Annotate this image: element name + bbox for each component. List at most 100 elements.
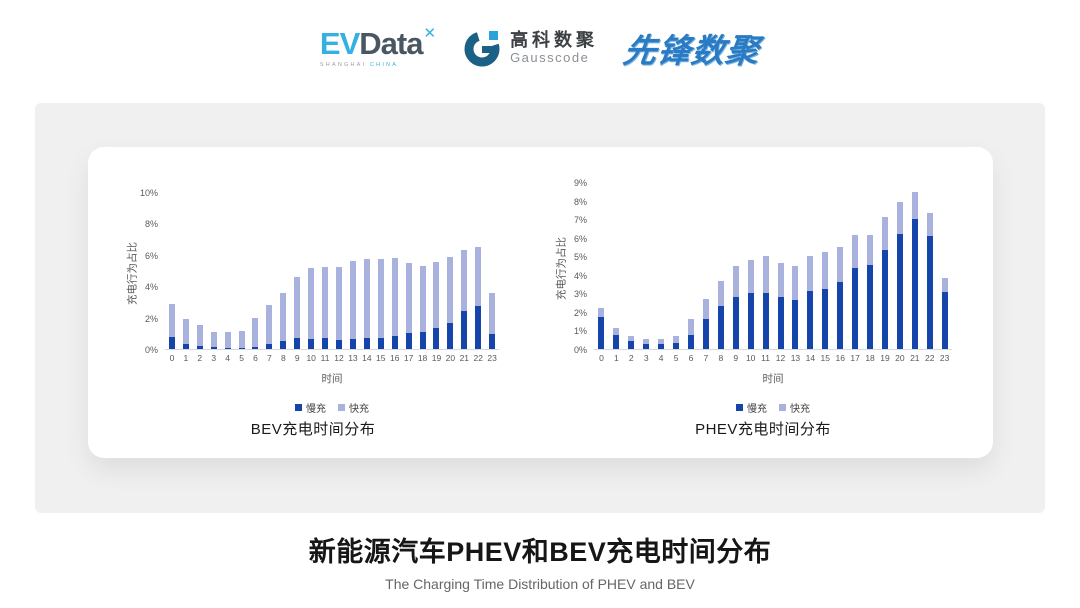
bar-segment-快充 <box>266 305 273 344</box>
stacked-bar <box>717 281 724 349</box>
stacked-bar <box>419 265 426 349</box>
bar-column: 9 <box>728 183 743 363</box>
stacked-bar <box>852 234 859 349</box>
x-tick-label: 0 <box>169 353 175 363</box>
bar-segment-慢充 <box>168 337 175 349</box>
stacked-bar <box>168 304 175 349</box>
bar-segment-慢充 <box>822 288 829 349</box>
x-tick-label: 1 <box>183 353 189 363</box>
stacked-bar <box>252 318 259 349</box>
x-tick-label: 8 <box>718 353 724 363</box>
x-tick-label: 9 <box>733 353 739 363</box>
bar-column: 0 <box>165 193 179 363</box>
bar-segment-快充 <box>896 201 903 234</box>
stacked-bar <box>336 267 343 349</box>
bar-column: 6 <box>684 183 699 363</box>
bar-column: 10 <box>304 193 318 363</box>
stacked-bar <box>182 319 189 349</box>
x-tick-label: 8 <box>280 353 286 363</box>
bar-column: 12 <box>773 183 788 363</box>
bar-segment-快充 <box>336 267 343 340</box>
bar-segment-快充 <box>419 265 426 332</box>
x-tick-label: 2 <box>197 353 203 363</box>
stacked-bar <box>807 256 814 349</box>
x-tick-label: 16 <box>835 353 845 363</box>
bar-segment-慢充 <box>881 249 888 349</box>
legend-swatch-icon <box>736 404 743 411</box>
phev-x-axis-label: 时间 <box>762 373 784 385</box>
bar-segment-快充 <box>941 277 948 293</box>
bar-column: 20 <box>443 193 457 363</box>
bar-column: 4 <box>221 193 235 363</box>
bar-segment-快充 <box>792 265 799 300</box>
x-tick-label: 0 <box>599 353 604 363</box>
stacked-bar <box>210 331 217 349</box>
stacked-bar <box>911 192 918 349</box>
stacked-bar <box>628 336 635 349</box>
bar-segment-快充 <box>252 318 259 347</box>
bar-segment-慢充 <box>628 340 635 349</box>
evdata-logo-data: Data <box>359 25 423 61</box>
x-tick-label: 17 <box>850 353 860 363</box>
bar-column: 22 <box>471 193 485 363</box>
x-tick-label: 5 <box>673 353 679 363</box>
x-tick-label: 7 <box>267 353 272 363</box>
bar-segment-慢充 <box>391 335 398 349</box>
legend-item: 慢充 <box>736 400 767 415</box>
bar-segment-慢充 <box>837 282 844 349</box>
stacked-bar <box>732 265 739 349</box>
stacked-bar <box>349 261 356 349</box>
gausscode-g-icon <box>464 31 500 67</box>
bar-segment-快充 <box>777 262 784 298</box>
bar-segment-慢充 <box>732 297 739 349</box>
legend-label: 慢充 <box>747 404 767 415</box>
bev-chart: 充电行为占比 0% 2% 4% 6% 8% 10% 0 1 2 3 4 5 6 7 8 9 10 11 12 13 1… <box>88 147 538 458</box>
stacked-bar <box>822 251 829 349</box>
x-tick-label: 21 <box>459 353 470 363</box>
bev-chart-title: BEV充电时间分布 <box>250 421 376 438</box>
phev-chart: 充电行为占比 0% 1% 2% 3% 4% 5% 6% 7% 8% 9% 0 1 2 3 4 5 6 7 8 9 10… <box>538 147 993 458</box>
y-tick-label: 3% <box>573 289 587 300</box>
bar-column: 21 <box>907 183 922 363</box>
bar-segment-慢充 <box>405 333 412 349</box>
legend-item: 快充 <box>779 400 810 415</box>
stacked-bar <box>294 276 301 349</box>
stacked-bar <box>687 319 694 349</box>
bar-segment-快充 <box>837 246 844 283</box>
bar-segment-慢充 <box>308 338 315 349</box>
x-tick-label: 13 <box>348 353 358 363</box>
bar-column: 13 <box>346 193 360 363</box>
bar-segment-慢充 <box>252 346 259 349</box>
stacked-bar <box>280 293 287 349</box>
stacked-bar <box>322 267 329 349</box>
x-tick-label: 4 <box>658 353 664 363</box>
bar-segment-快充 <box>168 304 175 338</box>
bar-segment-快充 <box>433 261 440 328</box>
stacked-bar <box>777 262 784 349</box>
x-tick-label: 14 <box>362 353 372 363</box>
bar-segment-慢充 <box>266 343 273 349</box>
x-tick-label: 15 <box>376 353 386 363</box>
bar-segment-慢充 <box>702 319 709 349</box>
bar-column: 19 <box>430 193 444 363</box>
bar-segment-快充 <box>391 257 398 336</box>
stacked-bar <box>837 246 844 349</box>
bar-column: 2 <box>193 193 207 363</box>
stacked-bar <box>702 298 709 349</box>
y-tick-label: 2% <box>144 313 158 324</box>
bar-segment-快充 <box>747 259 754 294</box>
bar-column: 3 <box>639 183 654 363</box>
legend-item: 慢充 <box>295 400 326 415</box>
bar-column: 9 <box>290 193 304 363</box>
stacked-bar <box>598 308 605 349</box>
x-tick-label: 19 <box>880 353 890 363</box>
x-tick-label: 23 <box>487 353 497 363</box>
main-subtitle: The Charging Time Distribution of PHEV a… <box>385 576 695 592</box>
stacked-bar <box>613 327 620 349</box>
y-tick-label: 0% <box>573 345 587 355</box>
bar-segment-快充 <box>349 261 356 339</box>
bar-segment-快充 <box>628 336 635 341</box>
bar-segment-慢充 <box>792 299 799 349</box>
bar-segment-慢充 <box>182 343 189 349</box>
y-tick-label: 5% <box>573 252 587 263</box>
